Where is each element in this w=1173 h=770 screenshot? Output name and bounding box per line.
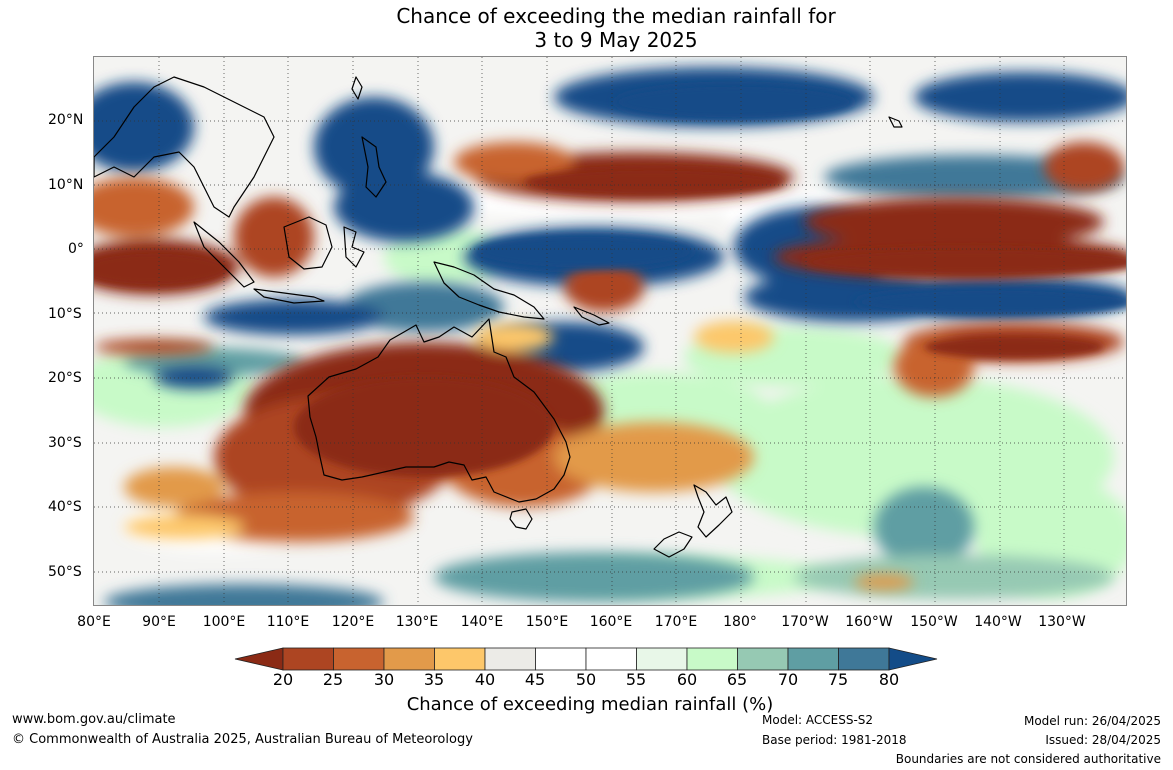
lon-label-130e: 130°E [395,614,439,630]
colorbar-tick-55: 55 [625,670,647,689]
colorbar-tick-35: 35 [423,670,445,689]
colorbar-tick-20: 20 [272,670,294,689]
probability-field-core [94,84,1126,477]
taiwan-coastline [351,76,363,100]
rainfall-map [93,56,1127,606]
colorbar-cell [737,647,789,671]
footer-issued: Issued: 28/04/2025 [1045,733,1161,747]
lat-label-20n: 20°N [48,112,84,128]
lat-label-50s: 50°S [48,564,82,580]
colorbar-cell [383,647,435,671]
new-zealand-north [693,484,733,538]
borneo-coastline [283,216,333,270]
footer-disclaimer: Boundaries are not considered authoritat… [895,752,1161,766]
colorbar-tick-50: 50 [575,670,597,689]
colorbar-tick-65: 65 [726,670,748,689]
colorbar-cell [484,647,536,671]
colorbar-tick-60: 60 [676,670,698,689]
footer-base-period: Base period: 1981-2018 [762,733,907,747]
philippines-coastline [361,136,387,198]
title-line-2: 3 to 9 May 2025 [534,28,698,52]
lon-label-100e: 100°E [202,614,246,630]
colorbar-cell [636,647,688,671]
lon-label-120e: 120°E [331,614,375,630]
colorbar-cell [333,647,385,671]
colorbar-tick-70: 70 [777,670,799,689]
colorbar [234,647,938,671]
tasmania-coastline [509,508,533,530]
title-line-1: Chance of exceeding the median rainfall … [396,4,836,28]
lat-label-20s: 20°S [48,370,82,386]
colorbar-tick-30: 30 [373,670,395,689]
lat-label-10n: 10°N [48,177,84,193]
lon-label-80e: 80°E [77,614,111,630]
new-guinea-coastline [433,261,545,320]
australia-coastline [307,318,571,503]
lon-label-170w: 170°W [781,614,829,630]
asia-mainland-coastline [94,76,275,218]
graticule [94,57,1126,605]
lat-label-30s: 30°S [48,435,82,451]
lon-label-160e: 160°E [589,614,633,630]
lon-label-150e: 150°E [525,614,569,630]
sumatra-coastline [193,221,255,288]
colorbar-cell [787,647,839,671]
solomon-islands [573,306,610,326]
colorbar-cell [686,647,738,671]
lon-label-150w: 150°W [910,614,958,630]
footer-model: Model: ACCESS-S2 [762,713,874,727]
lat-label-10s: 10°S [48,306,82,322]
lon-label-160w: 160°W [845,614,893,630]
lat-label-40s: 40°S [48,499,82,515]
colorbar-title: Chance of exceeding median rainfall (%) [406,694,774,715]
colorbar-tick-45: 45 [524,670,546,689]
colorbar-cell [838,647,890,671]
colorbar-cell [434,647,486,671]
lon-label-110e: 110°E [266,614,310,630]
java-coastline [253,288,325,304]
colorbar-tick-25: 25 [322,670,344,689]
lon-label-170e: 170°E [654,614,698,630]
footer-model-run: Model run: 26/04/2025 [1023,714,1161,728]
lon-label-140w: 140°W [974,614,1022,630]
lon-label-90e: 90°E [142,614,176,630]
new-zealand-south [653,531,693,558]
lon-label-130w: 130°W [1038,614,1086,630]
colorbar-tick-80: 80 [878,670,900,689]
colorbar-tick-75: 75 [827,670,849,689]
lon-label-140e: 140°E [460,614,504,630]
map-canvas [94,57,1126,605]
chart-title: Chance of exceeding the median rainfall … [0,4,1173,52]
colorbar-cell [535,647,587,671]
colorbar-extend-high [888,647,938,671]
colorbar-cell [585,647,637,671]
sulawesi-coastline [343,226,365,268]
footer-website: www.bom.gov.au/climate [12,712,176,727]
lon-label-180: 180° [723,614,757,630]
hawaii-islands [888,116,903,128]
lat-label-0: 0° [68,241,84,257]
colorbar-extend-low [234,647,284,671]
colorbar-tick-40: 40 [474,670,496,689]
colorbar-cell [282,647,334,671]
footer-copyright: © Commonwealth of Australia 2025, Austra… [12,732,473,747]
coastlines [94,76,903,558]
